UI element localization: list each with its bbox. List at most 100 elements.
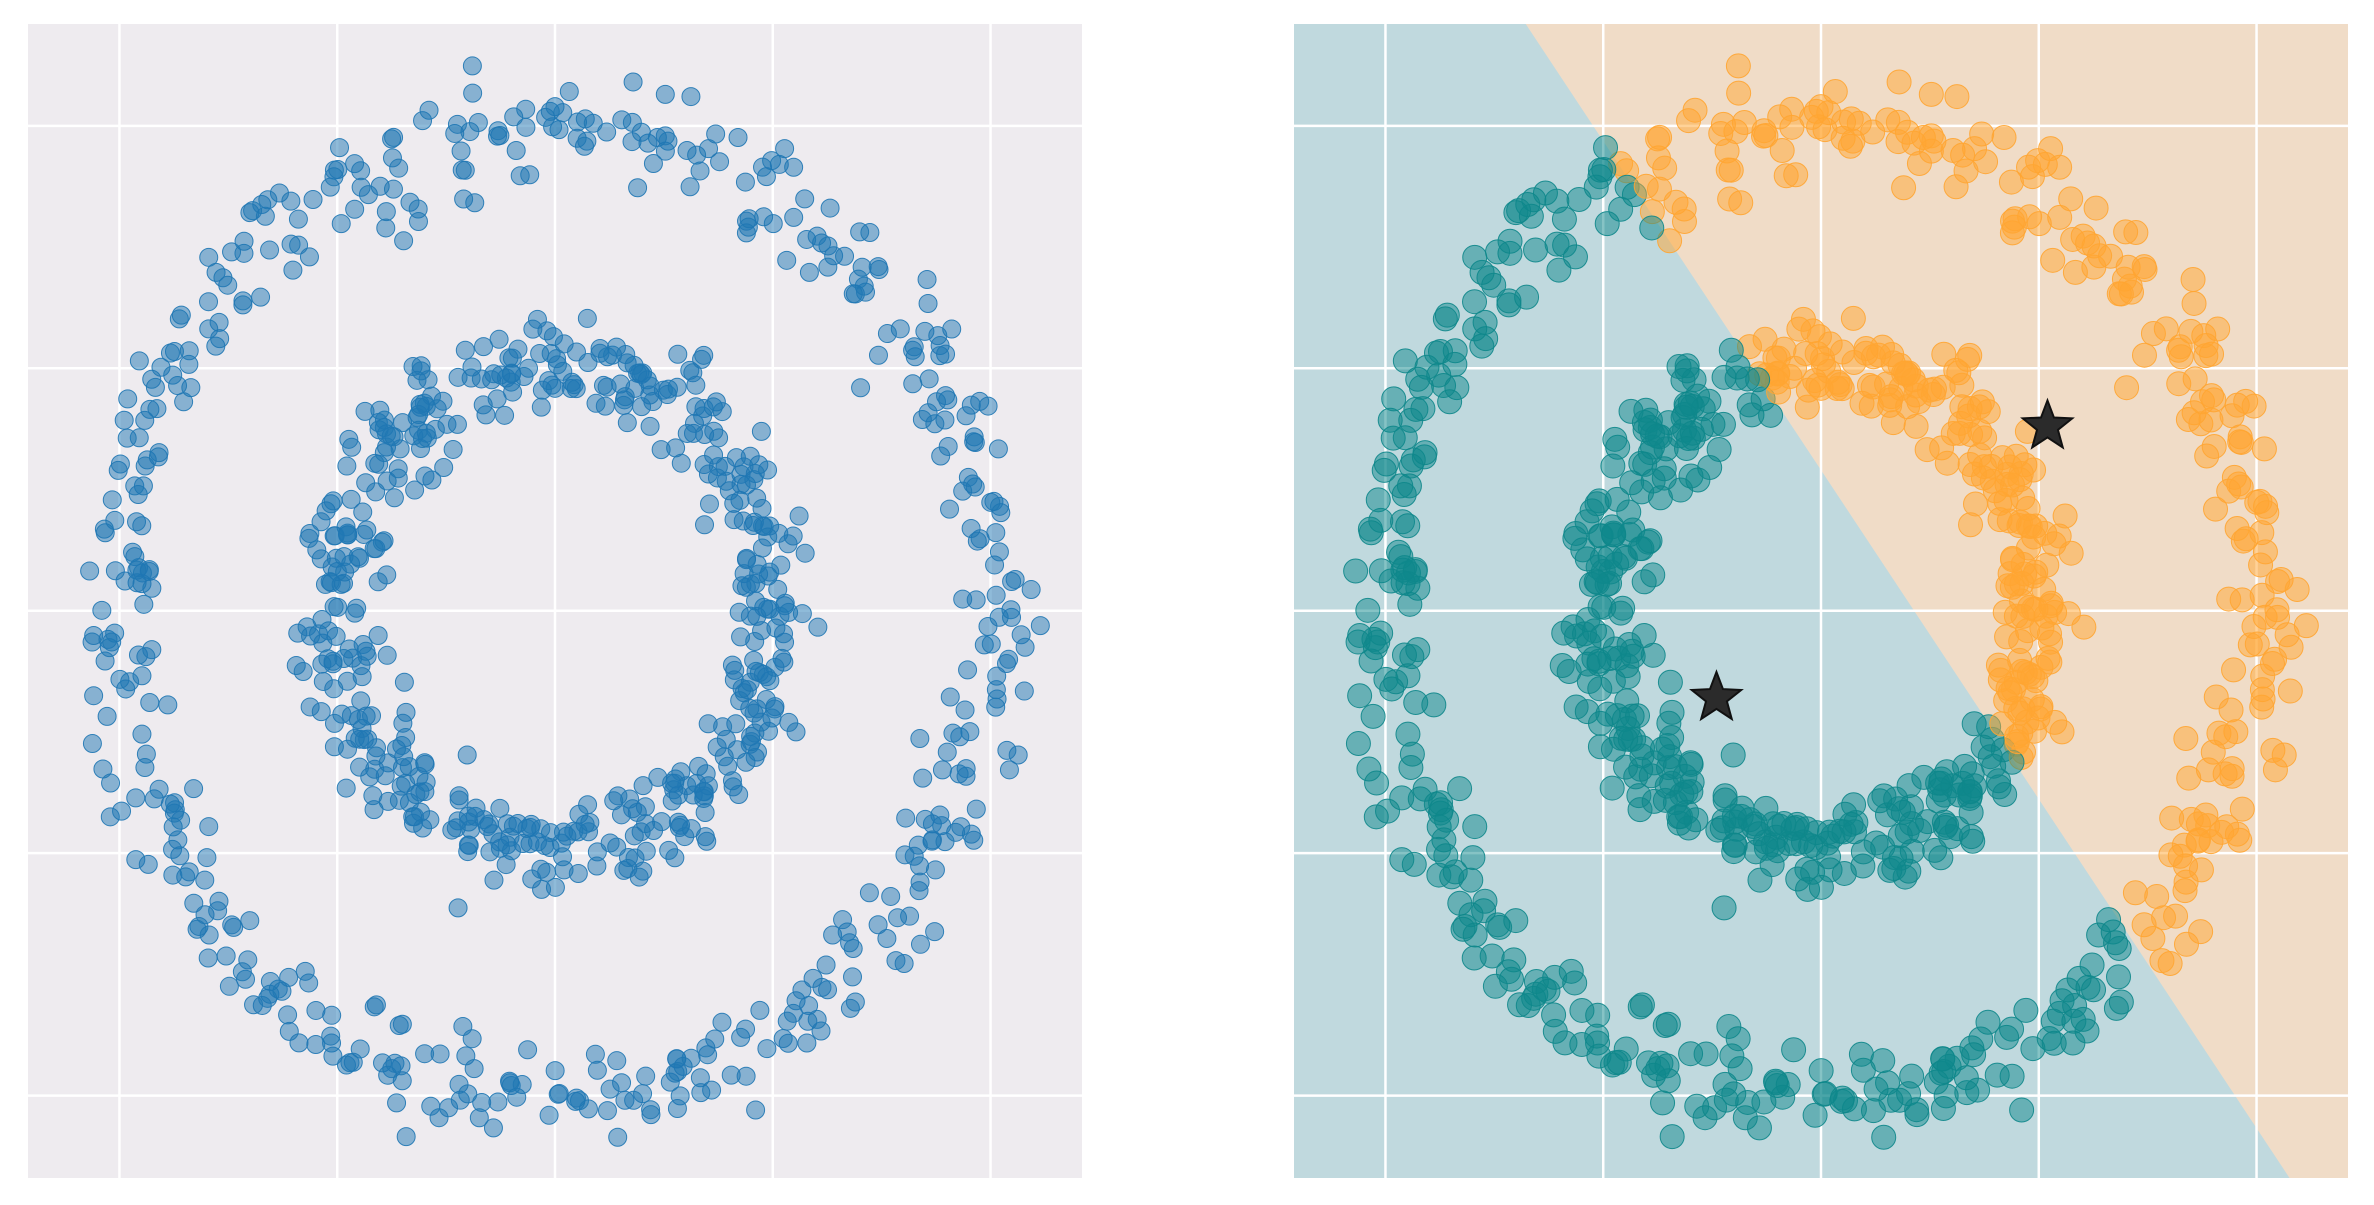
data-point [299, 247, 319, 267]
data-point [320, 177, 340, 197]
data-point-cluster-1 [2114, 375, 2140, 401]
data-point-cluster-1 [1860, 119, 1886, 145]
data-point [364, 539, 384, 559]
data-point [966, 799, 986, 819]
data-point [735, 172, 755, 192]
data-point [101, 773, 121, 793]
data-point [97, 706, 117, 726]
data-point-cluster-1 [2122, 880, 2148, 906]
data-point [535, 836, 555, 856]
data-point-cluster-0 [1808, 1058, 1834, 1084]
data-point-cluster-1 [2052, 503, 2078, 529]
data-point [859, 883, 879, 903]
data-point [295, 961, 315, 981]
data-point [845, 284, 865, 304]
data-point-cluster-0 [1472, 309, 1498, 335]
data-point-cluster-1 [2237, 632, 2263, 658]
data-point [731, 627, 751, 647]
data-point [195, 870, 215, 890]
data-point [988, 439, 1008, 459]
data-point-cluster-0 [1615, 664, 1641, 690]
data-point-cluster-0 [1380, 425, 1406, 451]
data-point-cluster-0 [1395, 663, 1421, 689]
data-point-cluster-1 [2038, 136, 2064, 162]
data-point [434, 457, 454, 477]
data-point-cluster-0 [1781, 1037, 1807, 1063]
data-point-cluster-1 [1991, 124, 2017, 150]
data-point [961, 395, 981, 415]
data-point [953, 589, 973, 609]
data-point [357, 520, 377, 540]
data-point-cluster-0 [2086, 922, 2112, 948]
data-point [132, 666, 152, 686]
data-point-cluster-0 [1994, 1024, 2020, 1050]
data-point [736, 752, 756, 772]
data-point [918, 293, 938, 313]
data-point [457, 745, 477, 765]
data-point [611, 374, 631, 394]
data-point-cluster-0 [1659, 1124, 1685, 1150]
data-point-cluster-0 [1462, 814, 1488, 840]
data-point-cluster-0 [1437, 389, 1463, 415]
data-point [321, 573, 341, 593]
data-point-cluster-0 [1961, 773, 1987, 799]
data-point-cluster-1 [1645, 145, 1671, 171]
data-point-cluster-1 [2173, 726, 2199, 752]
data-point [1008, 745, 1028, 765]
data-point [775, 139, 795, 159]
data-point [303, 190, 323, 210]
data-point-cluster-0 [1632, 451, 1658, 477]
data-point-cluster-1 [1967, 442, 1993, 468]
data-point [937, 742, 957, 762]
data-point-cluster-1 [2219, 756, 2245, 782]
data-point-cluster-0 [1721, 832, 1747, 858]
data-point-cluster-1 [2113, 219, 2139, 245]
data-point-cluster-0 [1878, 1087, 1904, 1113]
data-point [523, 319, 543, 339]
data-point-cluster-1 [2000, 208, 2026, 234]
data-point [690, 161, 710, 181]
data-point [289, 1033, 309, 1053]
data-point-cluster-1 [1726, 80, 1752, 106]
data-point-cluster-1 [1891, 175, 1917, 201]
data-point [641, 1100, 661, 1120]
data-point-cluster-0 [1613, 726, 1639, 752]
data-point [199, 292, 219, 312]
data-point [633, 1084, 653, 1104]
data-point [868, 915, 888, 935]
data-point-cluster-1 [2158, 842, 2184, 868]
data-point [915, 321, 935, 341]
data-point-cluster-1 [2022, 718, 2048, 744]
data-point [455, 340, 475, 360]
data-point-cluster-0 [1673, 394, 1699, 420]
data-point [812, 233, 832, 253]
data-point [442, 820, 462, 840]
data-point-cluster-1 [2188, 919, 2214, 945]
data-point-cluster-1 [2277, 678, 2303, 704]
data-point-cluster-1 [2055, 601, 2081, 627]
data-point [744, 512, 764, 532]
data-point [669, 818, 689, 837]
data-point [339, 639, 359, 659]
data-point [179, 862, 199, 882]
data-point [617, 353, 637, 373]
data-point [324, 160, 344, 180]
data-point [940, 499, 960, 519]
data-point [597, 1101, 617, 1121]
left-scatter-plot [28, 24, 1082, 1178]
data-point [636, 1066, 656, 1086]
data-point [744, 650, 764, 670]
data-point [128, 645, 148, 665]
data-point [699, 494, 719, 514]
data-point-cluster-0 [1639, 215, 1665, 241]
data-point [224, 917, 244, 937]
data-point-cluster-1 [2180, 266, 2206, 292]
data-point-cluster-0 [1746, 1115, 1772, 1141]
data-point [910, 729, 930, 749]
data-point [132, 724, 152, 744]
data-point [95, 651, 115, 671]
data-point-cluster-1 [2021, 524, 2047, 550]
data-point [366, 995, 386, 1015]
data-point [999, 649, 1019, 669]
data-point [730, 490, 750, 510]
